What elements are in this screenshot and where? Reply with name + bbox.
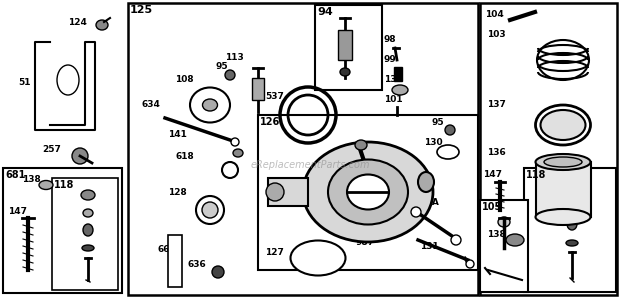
- Bar: [268, 178, 308, 206]
- Bar: [52, 178, 118, 290]
- Ellipse shape: [541, 110, 585, 140]
- Bar: [315, 5, 382, 90]
- Text: 95: 95: [215, 62, 228, 71]
- Ellipse shape: [418, 172, 434, 192]
- Text: 147: 147: [483, 170, 502, 179]
- Ellipse shape: [392, 85, 408, 95]
- Ellipse shape: [291, 240, 345, 275]
- Ellipse shape: [266, 183, 284, 201]
- Ellipse shape: [536, 154, 590, 170]
- Ellipse shape: [39, 181, 53, 190]
- Text: 125: 125: [130, 5, 153, 15]
- Ellipse shape: [567, 218, 577, 230]
- Ellipse shape: [347, 175, 389, 209]
- Text: 113: 113: [225, 53, 244, 62]
- Ellipse shape: [171, 240, 179, 248]
- Ellipse shape: [303, 142, 433, 242]
- Ellipse shape: [225, 70, 235, 80]
- Text: 138: 138: [22, 175, 41, 184]
- Text: 634: 634: [142, 100, 161, 109]
- Text: 130: 130: [424, 138, 443, 147]
- Bar: [3, 168, 122, 293]
- Ellipse shape: [567, 201, 577, 209]
- Bar: [524, 168, 616, 292]
- Ellipse shape: [231, 138, 239, 146]
- Bar: [394, 67, 402, 81]
- Ellipse shape: [81, 190, 95, 200]
- Text: 137: 137: [487, 100, 506, 109]
- Text: 131: 131: [420, 242, 439, 251]
- Ellipse shape: [171, 274, 179, 282]
- Bar: [168, 235, 182, 287]
- Text: 136: 136: [487, 148, 506, 157]
- Text: 141: 141: [168, 130, 187, 139]
- Bar: [252, 78, 264, 100]
- Ellipse shape: [466, 260, 474, 268]
- Ellipse shape: [544, 157, 582, 167]
- Ellipse shape: [212, 266, 224, 278]
- Ellipse shape: [202, 202, 218, 218]
- Bar: [480, 200, 528, 292]
- Ellipse shape: [96, 20, 108, 30]
- Text: 132: 132: [384, 75, 403, 84]
- Text: 104: 104: [485, 10, 503, 19]
- Ellipse shape: [57, 65, 79, 95]
- Ellipse shape: [72, 148, 88, 164]
- Ellipse shape: [222, 162, 238, 178]
- Text: 634A: 634A: [413, 198, 439, 207]
- Ellipse shape: [203, 99, 218, 111]
- Ellipse shape: [340, 68, 350, 76]
- Text: 94: 94: [317, 7, 333, 17]
- Text: 147: 147: [8, 207, 27, 216]
- Text: 128: 128: [168, 188, 187, 197]
- Ellipse shape: [355, 140, 367, 150]
- Text: 98: 98: [384, 35, 397, 44]
- Text: 101: 101: [384, 95, 402, 104]
- Ellipse shape: [536, 105, 590, 145]
- Ellipse shape: [437, 145, 459, 159]
- Text: 636: 636: [188, 260, 206, 269]
- Ellipse shape: [498, 217, 510, 227]
- Text: 103: 103: [487, 30, 506, 39]
- Text: 681: 681: [5, 170, 25, 180]
- Text: 126: 126: [260, 117, 280, 127]
- Text: 124: 124: [68, 18, 87, 27]
- Text: 118: 118: [526, 170, 546, 180]
- Bar: [128, 3, 478, 295]
- Text: 99: 99: [384, 55, 397, 64]
- Ellipse shape: [82, 245, 94, 251]
- Ellipse shape: [506, 234, 524, 246]
- Ellipse shape: [566, 240, 578, 246]
- Ellipse shape: [328, 159, 408, 224]
- Text: 51: 51: [18, 78, 30, 87]
- Ellipse shape: [233, 149, 243, 157]
- Ellipse shape: [536, 209, 590, 225]
- Ellipse shape: [451, 235, 461, 245]
- Text: 138: 138: [487, 230, 506, 239]
- Bar: [258, 115, 478, 270]
- Ellipse shape: [83, 224, 93, 236]
- Ellipse shape: [411, 207, 421, 217]
- Text: 257: 257: [42, 145, 61, 154]
- Bar: [338, 30, 352, 60]
- Text: 95: 95: [432, 118, 445, 127]
- Ellipse shape: [445, 125, 455, 135]
- Text: 537: 537: [265, 92, 284, 101]
- Bar: [536, 162, 591, 217]
- Ellipse shape: [190, 88, 230, 122]
- Text: 118: 118: [54, 180, 74, 190]
- Ellipse shape: [564, 179, 580, 191]
- Text: 987: 987: [355, 238, 374, 247]
- Text: eReplacementParts.com: eReplacementParts.com: [250, 160, 370, 170]
- Ellipse shape: [196, 196, 224, 224]
- Text: 127: 127: [265, 248, 284, 257]
- Text: 108: 108: [175, 75, 193, 84]
- Bar: [480, 3, 617, 295]
- Text: 105: 105: [482, 202, 502, 212]
- Text: 662: 662: [157, 245, 175, 254]
- Ellipse shape: [83, 209, 93, 217]
- Text: 618: 618: [176, 152, 195, 161]
